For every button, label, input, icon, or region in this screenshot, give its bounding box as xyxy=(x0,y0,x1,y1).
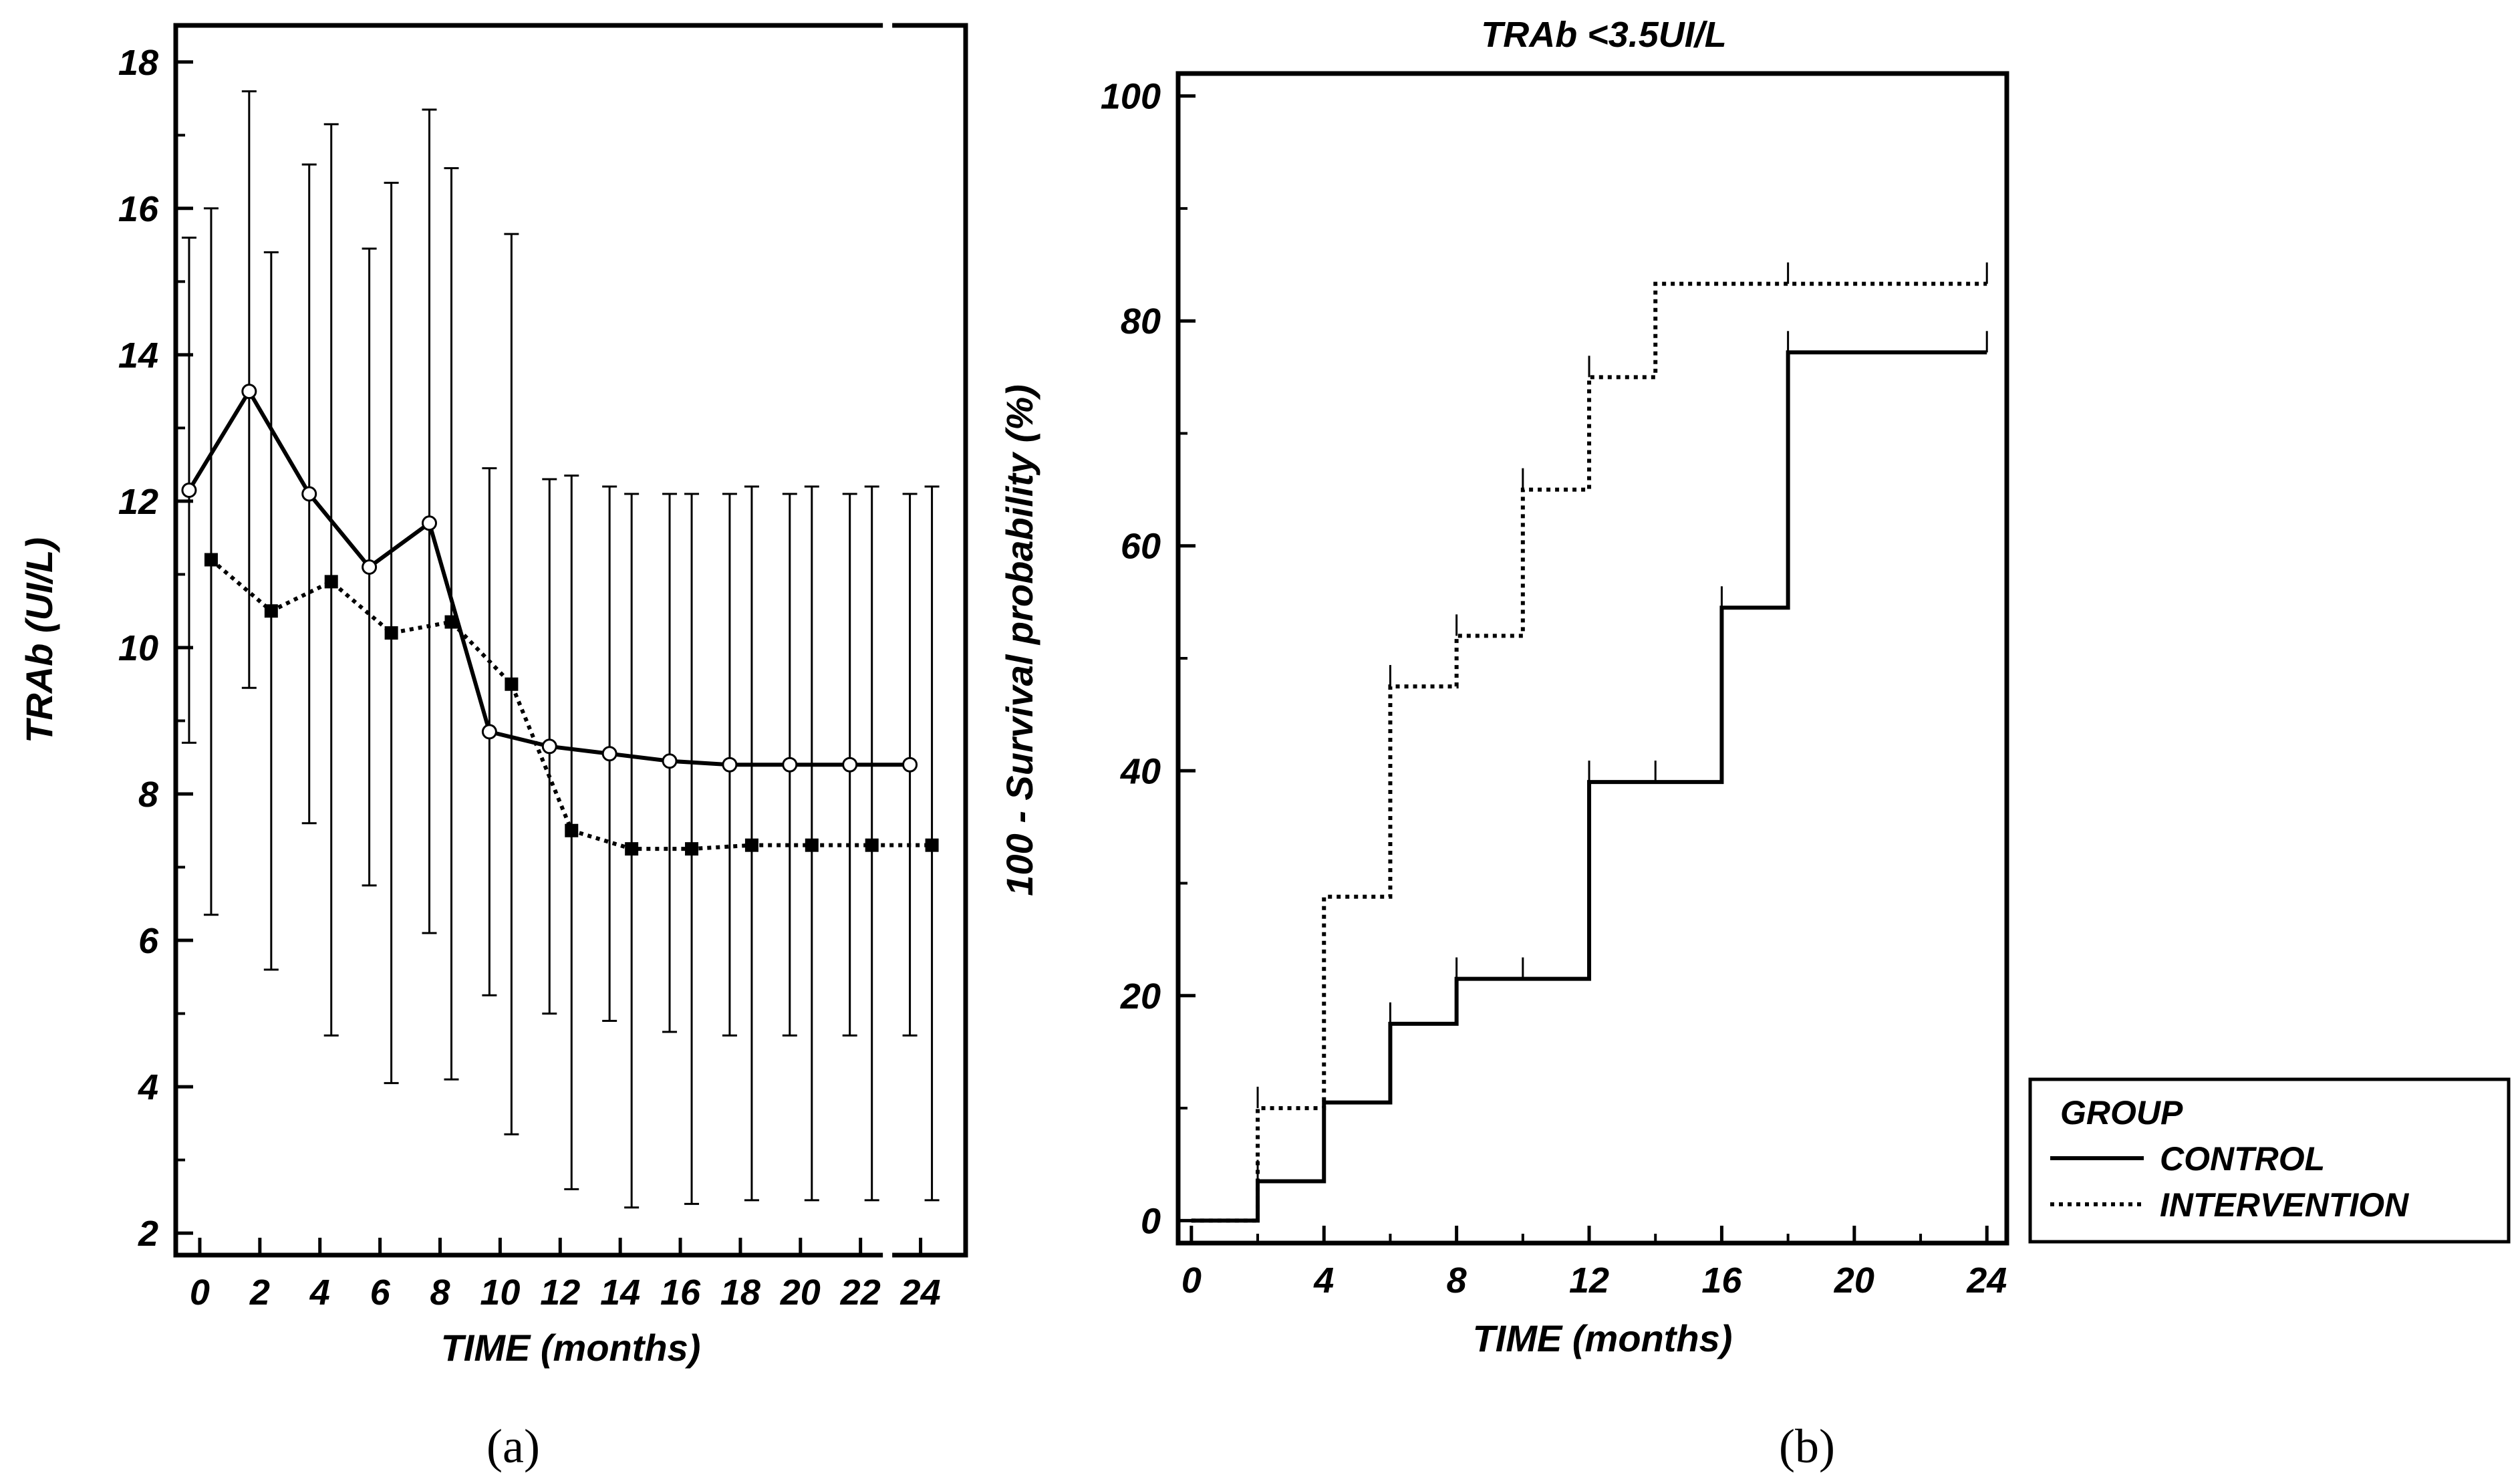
panel-a-x-tick-label: 10 xyxy=(480,1272,520,1313)
panel-b-x-tick-label: 12 xyxy=(1569,1260,1609,1301)
panel-a-y-tick-label: 10 xyxy=(118,628,158,668)
intervention-data-point xyxy=(384,626,398,640)
intervention-data-point xyxy=(685,842,699,856)
panel-a-x-tick-label: 6 xyxy=(370,1272,391,1313)
legend: GROUP CONTROL INTERVENTION xyxy=(2028,1077,2511,1244)
control-data-point xyxy=(662,753,678,769)
legend-title: GROUP xyxy=(2060,1094,2183,1131)
control-step-curve xyxy=(1191,350,1987,1223)
panel-a-frame xyxy=(173,23,968,1258)
control-data-point xyxy=(362,559,378,575)
panel-a-y-tick-label: 18 xyxy=(118,43,158,83)
panel-b-x-tick-label: 24 xyxy=(1966,1260,2007,1301)
intervention-data-point xyxy=(925,838,939,852)
panel-a-x-tick-label: 20 xyxy=(780,1272,821,1313)
panel-b-x-tick-label: 4 xyxy=(1313,1260,1334,1301)
panel-a-x-tick-label: 22 xyxy=(840,1272,881,1313)
panel-a-x-tick-label: 18 xyxy=(720,1272,760,1313)
panel-a-caption: (a) xyxy=(486,1420,540,1473)
panel-a-y-tick-label: 6 xyxy=(138,921,159,961)
panel-a-x-tick-label: 24 xyxy=(900,1272,941,1313)
intervention-data-point xyxy=(204,553,218,567)
panel-b-caption: (b) xyxy=(1779,1420,1835,1473)
intervention-data-point xyxy=(505,677,519,691)
panel-b-x-tick-label: 8 xyxy=(1447,1260,1467,1301)
panel-b-y-tick-label: 100 xyxy=(1101,77,1161,117)
panel-a-y-axis-label: TRAb (UI/L) xyxy=(18,537,60,743)
legend-control-label: CONTROL xyxy=(2160,1140,2325,1178)
intervention-data-point xyxy=(324,575,338,589)
control-data-point xyxy=(181,482,197,498)
panel-b-x-tick-label: 20 xyxy=(1834,1260,1874,1301)
intervention-data-point xyxy=(805,838,819,852)
panel-a-x-tick-label: 16 xyxy=(660,1272,701,1313)
control-data-point xyxy=(241,384,257,400)
control-data-point xyxy=(782,757,798,773)
intervention-data-point xyxy=(625,842,639,856)
control-data-point xyxy=(842,757,858,773)
control-data-point xyxy=(541,738,557,755)
intervention-data-point xyxy=(565,823,579,837)
control-data-point xyxy=(902,757,918,773)
panel-a-axis-break-bottom xyxy=(883,1250,893,1260)
panel-b-y-tick-label: 40 xyxy=(1120,751,1161,791)
panel-b-y-tick-label: 20 xyxy=(1120,976,1161,1017)
intervention-data-point xyxy=(264,604,278,618)
panel-b-x-tick-label: 16 xyxy=(1701,1260,1742,1301)
panel-a-x-tick-label: 12 xyxy=(540,1272,580,1313)
panel-b-title: TRAb <3.5UI/L xyxy=(1481,15,1727,55)
panel-b-y-tick-label: 0 xyxy=(1141,1201,1161,1241)
intervention-step-curve xyxy=(1191,281,1987,1223)
panel-a-x-tick-label: 14 xyxy=(600,1272,640,1313)
panel-a-x-tick-label: 2 xyxy=(249,1272,270,1313)
control-data-point xyxy=(301,486,317,502)
control-data-point xyxy=(481,724,497,740)
panel-a-x-tick-label: 8 xyxy=(430,1272,450,1313)
panel-b-frame xyxy=(1175,71,2009,1246)
panel-a-y-tick-label: 12 xyxy=(118,482,158,522)
panel-a-y-tick-label: 8 xyxy=(138,775,158,815)
panel-a-axis-break-top xyxy=(883,20,893,31)
panel-b-x-tick-label: 0 xyxy=(1181,1260,1202,1301)
panel-b-x-axis-label: TIME (months) xyxy=(1473,1317,1733,1359)
panel-a-x-tick-label: 0 xyxy=(190,1272,210,1313)
panel-b-chart: TRAb <3.5UI/L 0 20 40 60 80 100 0 4 8 12 16 20 24 10… xyxy=(998,15,2511,1473)
panel-a-x-tick-label: 4 xyxy=(309,1272,330,1313)
panel-b-y-tick-label: 80 xyxy=(1121,301,1161,342)
control-data-point xyxy=(421,515,437,531)
intervention-data-point xyxy=(744,838,758,852)
control-data-point xyxy=(601,746,617,762)
intervention-data-point xyxy=(865,838,879,852)
panel-a-y-tick-label: 2 xyxy=(138,1214,158,1254)
panel-b-y-axis-label: 100 - Survival probability (%) xyxy=(998,384,1040,896)
panel-a-x-axis-label: TIME (months) xyxy=(441,1327,701,1369)
panel-b-y-tick-label: 60 xyxy=(1121,527,1161,567)
legend-intervention-label: INTERVENTION xyxy=(2160,1186,2409,1224)
intervention-data-point xyxy=(444,615,458,629)
panel-a-y-tick-label: 16 xyxy=(118,189,159,229)
panel-a-y-tick-label: 14 xyxy=(118,335,158,376)
panel-a-y-tick-label: 4 xyxy=(138,1067,158,1107)
legend-box xyxy=(2028,1077,2511,1244)
control-data-point xyxy=(722,757,738,773)
